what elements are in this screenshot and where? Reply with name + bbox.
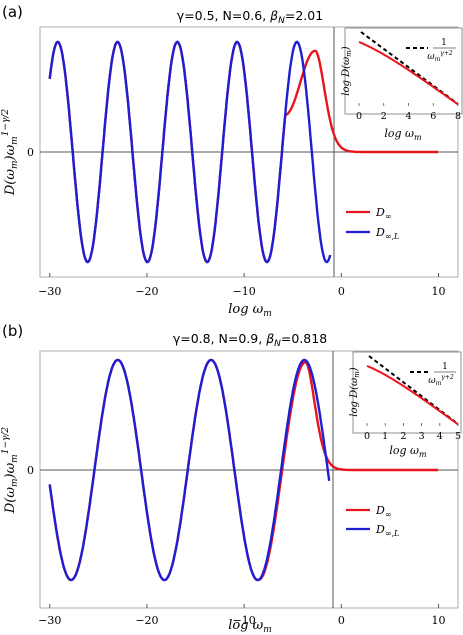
y-axis-label: D(ωm)ωm1−γ/2: [1, 109, 20, 197]
svg-text:D(ωm)ωm1−γ/2: D(ωm)ωm1−γ/2: [1, 109, 20, 197]
curves: [48, 40, 439, 264]
inset-x-tick-label: 3: [419, 431, 425, 442]
inset-curves: [358, 31, 459, 106]
inset-x-tick-label: 8: [455, 111, 461, 122]
legend-label-d-inf-L: D∞,L: [375, 226, 399, 241]
x-tick-label: 10: [432, 285, 446, 298]
inset-x-tick-label: 5: [455, 431, 461, 442]
series-d-inf-L-line: [48, 358, 331, 582]
x-axis-label: log ωm: [228, 302, 272, 318]
legend-label-d-inf-L: D∞,L: [375, 523, 399, 538]
x-axis-ticks: −30 −20 −10 0 10: [38, 273, 446, 298]
inset-x-tick-label: 0: [364, 431, 370, 442]
svg-text:log D(ωm): log D(ωm): [341, 46, 353, 96]
inset-y-label: log D(ωm): [349, 367, 361, 417]
x-tick-label: −20: [135, 614, 158, 627]
chart-title: γ=0.8, N=0.9, βN=0.818: [173, 331, 327, 349]
inset-legend-numerator: 1: [442, 362, 448, 372]
series-d-inf-L-line: [48, 40, 332, 264]
x-tick-label: 0: [338, 285, 345, 298]
y-tick-zero: 0: [27, 146, 34, 159]
x-tick-label: −30: [38, 285, 61, 298]
inset-x-tick-label: 4: [405, 111, 411, 122]
curves: [48, 358, 439, 582]
x-tick-label: −30: [38, 614, 61, 627]
svg-text:log D(ωm): log D(ωm): [349, 367, 361, 417]
panel-a-chart: (a) γ=0.5, N=0.6, βN=2.01 0 −30 −20 −10 0 10…: [1, 3, 463, 318]
legend: D∞ D∞,L: [346, 504, 399, 538]
inset-curves: [366, 355, 459, 426]
inset-x-ticks: 0 1 2 3 4 5: [364, 423, 461, 442]
x-tick-label: 10: [432, 614, 446, 627]
inset-x-label: log ωm: [384, 127, 422, 142]
inset-x-label: log ωm: [389, 444, 427, 459]
svg-text:D(ωm)ωm1−γ/2: D(ωm)ωm1−γ/2: [1, 427, 20, 515]
inset-x-tick-label: 1: [382, 431, 388, 442]
y-tick-zero: 0: [27, 464, 34, 477]
panel-label: (b): [2, 322, 23, 340]
chart-title: γ=0.5, N=0.6, βN=2.01: [177, 8, 323, 26]
legend-label-d-inf: D∞: [375, 206, 392, 221]
inset-legend-numerator: 1: [441, 38, 447, 48]
x-tick-label: −20: [135, 285, 158, 298]
inset-y-label: log D(ωm): [341, 46, 353, 96]
plot-frame: [39, 350, 459, 609]
panel-b-chart: (b) γ=0.8, N=0.9, βN=0.818 0 −30 −20 −10 0 1…: [1, 322, 462, 635]
inset-d-line: [358, 41, 459, 106]
inset-x-tick-label: 4: [437, 431, 443, 442]
inset-x-ticks: 0 2 4 6 8: [356, 103, 461, 122]
x-tick-label: −10: [233, 614, 256, 627]
x-tick-label: 0: [338, 614, 345, 627]
legend: D∞ D∞,L: [346, 206, 399, 241]
inset-x-tick-label: 2: [381, 111, 387, 122]
inset-frame: [352, 351, 462, 434]
inset-d-line: [366, 365, 459, 426]
inset-x-tick-label: 6: [430, 111, 436, 122]
x-tick-label: −10: [233, 285, 256, 298]
panel-label: (a): [2, 3, 23, 21]
x-axis-label: log ωm: [228, 618, 272, 635]
legend-label-d-inf: D∞: [375, 504, 392, 519]
inset-frame: [344, 27, 463, 115]
inset-x-tick-label: 2: [400, 431, 406, 442]
inset-x-tick-label: 0: [356, 111, 362, 122]
y-axis-label: D(ωm)ωm1−γ/2: [1, 427, 20, 515]
x-axis-ticks: −30 −20 −10 0 10: [38, 604, 446, 627]
